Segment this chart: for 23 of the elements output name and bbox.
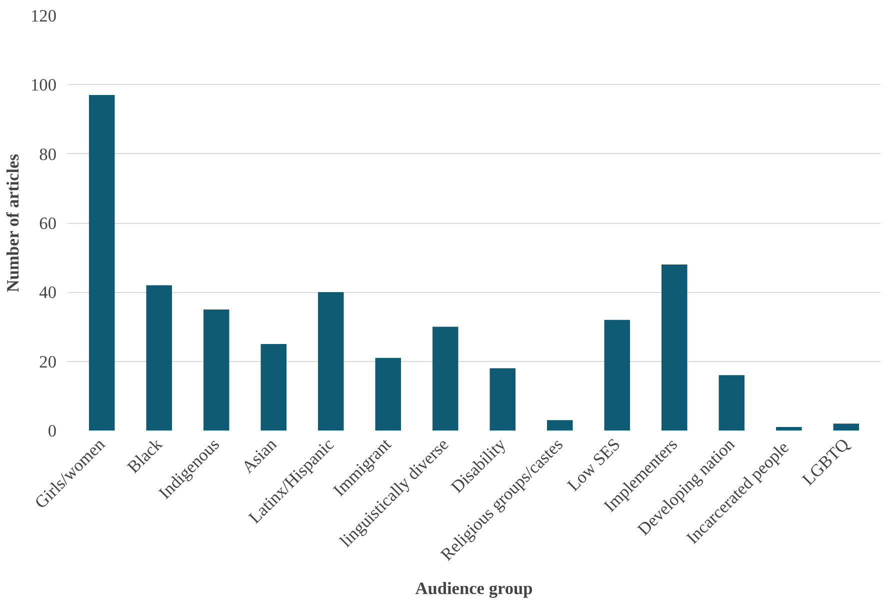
x-axis-title: Audience group	[415, 578, 533, 598]
bar	[203, 309, 230, 430]
bar	[146, 285, 172, 430]
bar	[375, 358, 401, 430]
bar	[432, 326, 458, 430]
y-tick-label: 0	[48, 422, 57, 440]
y-tick-label: 60	[39, 214, 56, 233]
bar	[547, 420, 573, 430]
bar	[662, 264, 688, 430]
y-tick-label: 80	[39, 144, 56, 164]
bar	[604, 320, 630, 430]
bar	[718, 375, 745, 430]
bar	[833, 424, 860, 430]
y-tick-label: 40	[39, 283, 56, 302]
y-tick-label: 100	[30, 76, 57, 95]
bar	[260, 344, 286, 430]
bar	[88, 95, 115, 430]
bar	[776, 427, 802, 430]
bar	[318, 292, 344, 430]
y-tick-label: 120	[30, 6, 57, 26]
bar	[490, 368, 516, 430]
y-tick-label: 20	[39, 352, 56, 372]
y-axis-title: Number of articles	[4, 154, 23, 292]
